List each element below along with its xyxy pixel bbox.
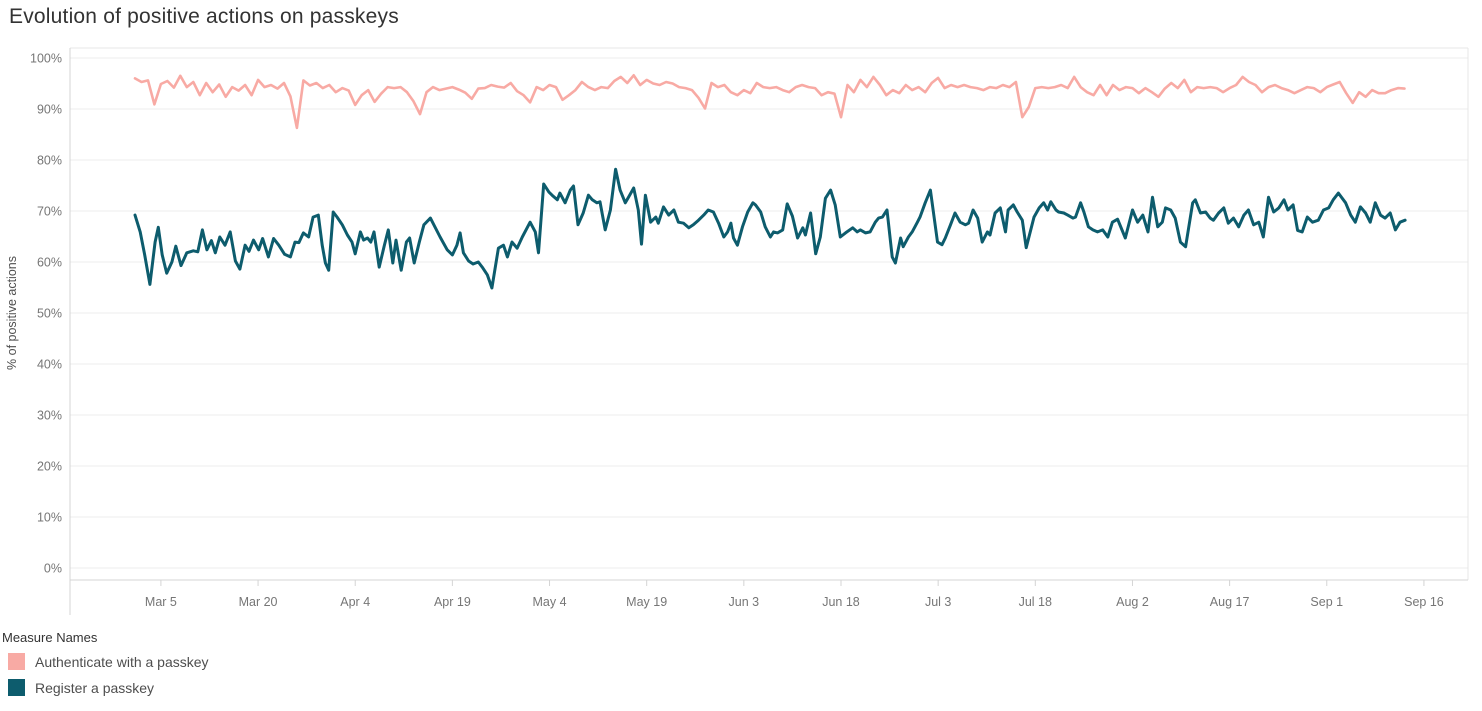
y-tick-label: 90% xyxy=(37,103,62,117)
legend-label: Register a passkey xyxy=(35,679,155,696)
legend: Measure Names Authenticate with a passke… xyxy=(2,630,209,705)
legend-label: Authenticate with a passkey xyxy=(35,653,209,670)
legend-item[interactable]: Register a passkey xyxy=(2,679,209,696)
legend-swatch[interactable] xyxy=(8,679,25,696)
legend-rows: Authenticate with a passkey Register a pa… xyxy=(2,653,209,696)
y-tick-label: 40% xyxy=(37,358,62,372)
series-line-authenticate[interactable] xyxy=(133,74,1406,130)
x-tick-label: Sep 1 xyxy=(1310,595,1343,609)
x-tick-label: Jun 3 xyxy=(729,595,760,609)
x-tick-label: Aug 17 xyxy=(1210,595,1250,609)
legend-title: Measure Names xyxy=(2,630,98,645)
x-tick-label: Jul 18 xyxy=(1019,595,1052,609)
y-tick-label: 70% xyxy=(37,205,62,219)
legend-item[interactable]: Authenticate with a passkey xyxy=(2,653,209,670)
y-tick-label: 80% xyxy=(37,154,62,168)
chart-title: Evolution of positive actions on passkey… xyxy=(9,5,399,28)
legend-swatch[interactable] xyxy=(8,653,25,670)
y-tick-label: 100% xyxy=(30,52,62,66)
x-tick-label: Apr 4 xyxy=(340,595,370,609)
x-tick-label: May 19 xyxy=(626,595,667,609)
x-tick-label: Apr 19 xyxy=(434,595,471,609)
x-tick-label: Jun 18 xyxy=(822,595,860,609)
y-tick-label: 10% xyxy=(37,511,62,525)
y-tick-label: 60% xyxy=(37,256,62,270)
x-tick-label: Jul 3 xyxy=(925,595,951,609)
y-tick-label: 30% xyxy=(37,409,62,423)
x-tick-label: Mar 5 xyxy=(145,595,177,609)
y-tick-label: 50% xyxy=(37,307,62,321)
y-axis-title: % of positive actions xyxy=(5,256,19,370)
x-tick-label: Aug 2 xyxy=(1116,595,1149,609)
x-tick-label: May 4 xyxy=(533,595,567,609)
x-tick-label: Mar 20 xyxy=(239,595,278,609)
x-tick-label: Sep 16 xyxy=(1404,595,1444,609)
series-line-register[interactable] xyxy=(133,167,1407,290)
y-tick-label: 0% xyxy=(44,562,62,576)
y-tick-label: 20% xyxy=(37,460,62,474)
